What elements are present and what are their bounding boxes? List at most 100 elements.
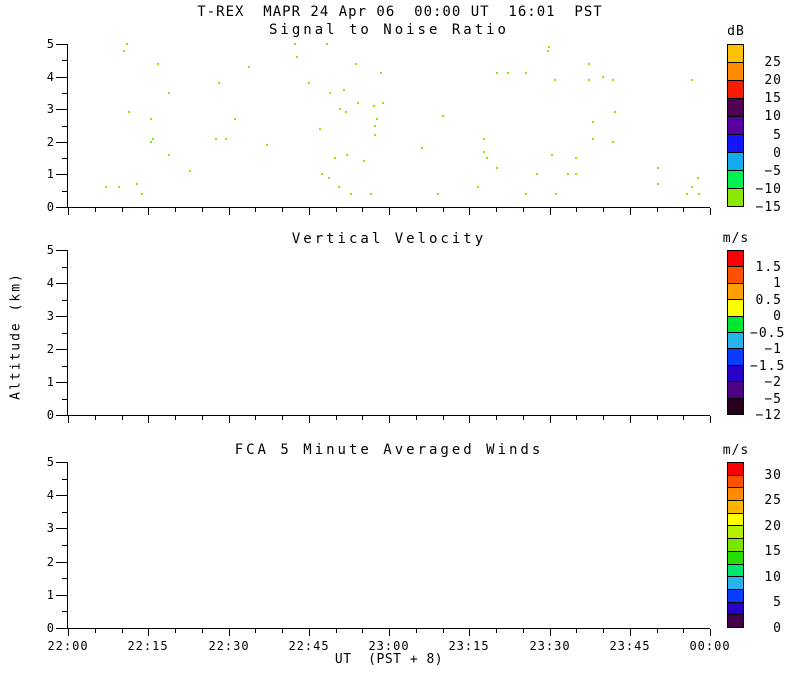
x-minor-tick xyxy=(523,416,524,420)
y-minor-tick xyxy=(62,512,68,513)
scatter-point xyxy=(308,82,310,84)
colorbar-tick-label: −0.5 xyxy=(750,326,786,341)
colorbar-tick-label: 0 xyxy=(773,621,782,636)
y-minor-tick xyxy=(62,366,68,367)
scatter-point xyxy=(141,193,143,195)
x-axis-line xyxy=(67,628,710,629)
x-minor-tick xyxy=(362,416,363,420)
x-minor-tick xyxy=(496,629,497,633)
x-major-tick xyxy=(68,208,69,215)
x-major-tick xyxy=(148,629,149,636)
x-axis-line xyxy=(67,415,710,416)
colorbar-unit-ms-velocity: m/s xyxy=(722,231,750,246)
x-minor-tick xyxy=(122,416,123,420)
x-minor-tick xyxy=(683,629,684,633)
colorbar-cell xyxy=(728,475,743,489)
colorbar xyxy=(727,250,744,415)
y-minor-tick xyxy=(62,93,68,94)
x-major-tick xyxy=(309,416,310,423)
colorbar-cell xyxy=(728,539,743,552)
y-major-tick xyxy=(56,415,68,416)
x-minor-tick xyxy=(282,629,283,633)
scatter-point xyxy=(128,111,130,113)
scatter-point xyxy=(588,79,590,81)
y-major-tick xyxy=(56,207,68,208)
x-tick-label: 00:00 xyxy=(689,639,731,653)
scatter-point xyxy=(483,151,485,153)
scatter-point xyxy=(614,111,616,113)
colorbar-cell xyxy=(728,602,743,616)
x-major-tick xyxy=(309,629,310,636)
x-major-tick xyxy=(148,208,149,215)
colorbar-cell xyxy=(728,564,743,578)
colorbar-tick-label: −10 xyxy=(755,182,782,197)
colorbar-tick-label: 1.5 xyxy=(755,260,782,275)
y-minor-tick xyxy=(62,545,68,546)
colorbar-tick-label: 15 xyxy=(764,544,782,559)
scatter-point xyxy=(567,173,569,175)
scatter-point xyxy=(496,72,498,74)
x-major-tick xyxy=(469,416,470,423)
scatter-point xyxy=(602,76,604,78)
colorbar-cell xyxy=(728,349,743,366)
y-tick-label: 1 xyxy=(46,588,55,602)
x-minor-tick xyxy=(362,208,363,212)
y-major-tick xyxy=(56,250,68,251)
scatter-point xyxy=(334,157,336,159)
x-minor-tick xyxy=(175,208,176,212)
x-minor-tick xyxy=(523,629,524,633)
x-tick-label: 23:45 xyxy=(609,639,651,653)
scatter-point xyxy=(483,138,485,140)
scatter-point xyxy=(123,50,125,52)
colorbar-cell xyxy=(728,463,743,476)
y-minor-tick xyxy=(62,126,68,127)
colorbar-cell xyxy=(728,589,743,603)
y-tick-label: 5 xyxy=(46,243,55,257)
x-minor-tick xyxy=(336,208,337,212)
colorbar-tick-label: 1 xyxy=(773,276,782,291)
scatter-point xyxy=(248,66,250,68)
colorbar-tick-label: −12 xyxy=(755,408,782,423)
y-minor-tick xyxy=(62,479,68,480)
panel-title-fca-winds: FCA 5 Minute Averaged Winds xyxy=(234,442,544,458)
x-minor-tick xyxy=(576,416,577,420)
y-tick-label: 5 xyxy=(46,37,55,51)
scatter-point xyxy=(136,183,138,185)
y-major-tick xyxy=(56,495,68,496)
colorbar-tick-label: −5 xyxy=(764,164,782,179)
colorbar-cell xyxy=(728,365,743,383)
y-tick-label: 3 xyxy=(46,102,55,116)
y-minor-tick xyxy=(62,60,68,61)
y-minor-tick xyxy=(62,158,68,159)
x-minor-tick xyxy=(255,629,256,633)
y-minor-tick xyxy=(62,611,68,612)
y-major-tick xyxy=(56,462,68,463)
x-major-tick xyxy=(229,208,230,215)
x-minor-tick xyxy=(496,208,497,212)
scatter-point xyxy=(691,79,693,81)
scatter-point xyxy=(105,186,107,188)
colorbar-cell xyxy=(728,153,743,171)
scatter-point xyxy=(442,115,444,117)
scatter-point xyxy=(421,147,423,149)
scatter-point xyxy=(126,43,128,45)
x-major-tick xyxy=(550,629,551,636)
x-minor-tick xyxy=(362,629,363,633)
scatter-point xyxy=(380,72,382,74)
y-minor-tick xyxy=(62,578,68,579)
colorbar-tick-label: −2 xyxy=(764,375,782,390)
x-minor-tick xyxy=(657,629,658,633)
scatter-point xyxy=(551,154,553,156)
scatter-point xyxy=(496,167,498,169)
colorbar-cell xyxy=(728,615,743,627)
scatter-point xyxy=(554,79,556,81)
colorbar-tick-label: −1.5 xyxy=(750,359,786,374)
y-minor-tick xyxy=(62,333,68,334)
x-major-tick xyxy=(68,416,69,423)
y-tick-label: 4 xyxy=(46,70,55,84)
colorbar-cell xyxy=(728,333,743,350)
x-major-tick xyxy=(710,416,711,423)
x-minor-tick xyxy=(282,208,283,212)
x-minor-tick xyxy=(336,416,337,420)
x-minor-tick xyxy=(416,416,417,420)
